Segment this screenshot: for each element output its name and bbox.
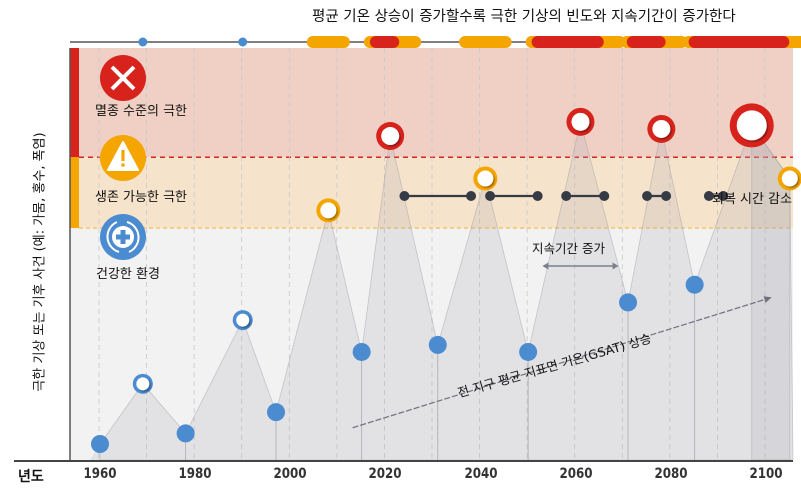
warning-icon-bar — [121, 150, 125, 161]
x-tick-label: 2000 — [273, 466, 307, 482]
x-tick-label: 2040 — [464, 466, 498, 482]
timeline-event-extinction-6 — [626, 36, 666, 48]
cycle-arc-right — [126, 221, 140, 253]
recovery-gap-dot — [599, 191, 610, 201]
peak-marker-2041 — [473, 166, 498, 191]
warning-icon-dot — [121, 163, 125, 167]
x-tick-label: 2020 — [368, 466, 402, 482]
recovery-gap-dot — [642, 191, 653, 201]
low-point-2050 — [519, 342, 538, 361]
cycle-arc-left — [106, 221, 120, 253]
peak-marker-2105 — [777, 166, 801, 191]
x-tick-label: 2100 — [749, 466, 783, 482]
gsat-arrow-head — [763, 296, 772, 303]
gsat-arrow-line — [352, 296, 772, 429]
x-icon-glyph — [110, 65, 136, 91]
peak-center — [736, 110, 767, 141]
timeline-event-survivable-2 — [306, 36, 350, 48]
peak-marker-2097 — [729, 103, 774, 148]
zone-label-extinction: 멸종 수준의 극한 — [95, 104, 187, 119]
x-tick-label: 2080 — [654, 466, 688, 482]
x-circle-icon — [100, 55, 146, 101]
duration-label: 지속기간 증가 — [532, 241, 605, 256]
peak-marker-2078 — [647, 114, 676, 143]
peak-center — [652, 119, 671, 138]
timeline-event-extinction-3 — [369, 36, 400, 48]
peak-center — [320, 202, 337, 219]
low-point-2085 — [685, 275, 704, 294]
low-point-2031 — [428, 335, 447, 354]
low-point-1997 — [267, 403, 286, 422]
warning-triangle-icon — [100, 135, 146, 181]
zone-survivable-band — [70, 157, 793, 229]
zone-label-survivable: 생존 가능한 극한 — [95, 190, 187, 205]
recovery-gap-dot — [399, 191, 410, 201]
timeline-event-healthy-1 — [238, 37, 248, 47]
duration-arrow-head-right — [612, 262, 619, 270]
peak-center — [781, 170, 798, 187]
peak-marker-1990 — [232, 310, 253, 331]
cross-horizontal — [116, 234, 130, 240]
peak-center — [381, 127, 400, 146]
peak-center — [236, 313, 250, 327]
timeline-event-extinction-5 — [531, 36, 604, 48]
recovery-gap-dot — [466, 191, 477, 201]
recovery-gap-dot — [718, 191, 729, 201]
recovery-gap-dot — [561, 191, 572, 201]
low-point-1978 — [176, 424, 195, 443]
low-point-2071 — [619, 293, 638, 312]
peak-center — [477, 170, 494, 187]
recovery-gap-dot — [703, 191, 714, 201]
peak-marker-1969 — [132, 373, 153, 394]
duration-arrow-head-left — [542, 262, 549, 270]
chart-title: 평균 기온 상승이 증가할수록 극한 기상의 빈도와 지속기간이 증가한다 — [312, 9, 736, 25]
recovery-gap-dot — [485, 191, 496, 201]
x-tick-label: 2060 — [559, 466, 593, 482]
zone-label-healthy: 건강한 환경 — [96, 267, 160, 282]
zone-extinction-band — [70, 48, 793, 158]
peak-marker-2008 — [316, 198, 341, 223]
peak-center — [571, 112, 590, 131]
y-axis-label: 극한 기상 또는 기후 사건 (예: 가뭄, 홍수, 폭염) — [32, 132, 48, 392]
recovery-gap-dot — [532, 191, 543, 201]
timeline-event-healthy-0 — [138, 37, 148, 47]
medical-cycle-icon — [100, 214, 146, 260]
x-axis-label: 년도 — [18, 469, 44, 485]
peak-center — [136, 377, 150, 391]
low-point-2015 — [352, 342, 371, 361]
peak-marker-2021 — [376, 122, 405, 151]
x-tick-label: 1980 — [178, 466, 212, 482]
timeline-event-survivable-4 — [459, 36, 512, 48]
zone-survivable-bar — [70, 157, 79, 229]
recovery-time-label: 회복 시간 감소 — [712, 192, 793, 207]
timeline-event-extinction-7 — [688, 36, 790, 48]
zone-extinction-bar — [70, 48, 79, 158]
x-tick-label: 1960 — [83, 466, 117, 482]
recovery-gap-dot — [661, 191, 672, 201]
low-point-1960 — [91, 435, 109, 453]
peak-marker-2061 — [566, 107, 595, 136]
